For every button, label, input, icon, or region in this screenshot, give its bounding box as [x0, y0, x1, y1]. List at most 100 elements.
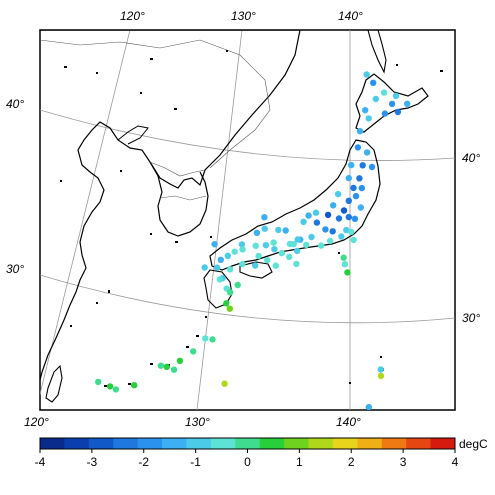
parallel-30 — [40, 274, 455, 324]
station-dot — [318, 242, 325, 249]
station-dot — [234, 281, 241, 289]
station-dot — [365, 115, 372, 122]
station-dot — [370, 79, 377, 87]
colorbar-swatch — [235, 438, 261, 449]
station-dot — [239, 246, 246, 253]
station-dot — [377, 366, 384, 373]
right-label-30: 30° — [462, 311, 480, 325]
station-dot — [261, 225, 268, 232]
station-dot — [354, 144, 362, 151]
station-dot — [227, 289, 234, 296]
station-dot — [322, 226, 329, 233]
colorbar-swatch — [381, 438, 407, 449]
station-dot — [176, 357, 184, 364]
station-dot — [255, 252, 262, 260]
station-dot — [338, 233, 345, 240]
station-dot — [262, 242, 270, 249]
colorbar-swatch — [308, 438, 334, 449]
bottom-label-120: 120° — [24, 415, 49, 429]
station-dot — [112, 386, 120, 393]
station-dot — [213, 264, 221, 271]
colorbar-tick-label: 2 — [348, 455, 355, 469]
station-dot — [252, 242, 259, 249]
station-dot — [345, 197, 352, 204]
station-dot — [300, 218, 307, 225]
station-dot — [352, 192, 360, 200]
china-russia-border — [40, 39, 271, 169]
top-label-130: 130° — [231, 9, 256, 23]
station-dot — [278, 249, 285, 257]
station-dot — [217, 256, 224, 263]
left-label-40: 40° — [6, 97, 24, 111]
station-dot — [95, 378, 102, 386]
station-dot — [392, 92, 400, 100]
hokkaido-coastline — [355, 73, 429, 133]
station-dot — [202, 335, 209, 342]
colorbar-swatch — [259, 438, 285, 449]
station-dot — [272, 262, 279, 269]
station-dot — [330, 202, 337, 209]
station-dot — [275, 226, 282, 234]
station-dot — [201, 264, 208, 271]
station-dot — [324, 211, 332, 219]
station-dot — [344, 269, 351, 276]
station-dot — [326, 237, 334, 245]
colorbar-swatch — [357, 438, 383, 449]
colorbar-swatch — [210, 438, 236, 449]
station-dot — [356, 175, 363, 182]
station-dot — [359, 162, 366, 169]
graticule-labels: 120° 130° 140° 40° 30° 40° 30° 120° 130°… — [6, 9, 480, 429]
colorbar-swatches — [40, 438, 456, 449]
station-dot — [362, 107, 369, 114]
bohai-coastline — [117, 125, 149, 145]
station-dot — [271, 246, 278, 253]
station-dot — [303, 241, 310, 249]
sakhalin-coastline — [367, 30, 387, 74]
station-dot — [224, 252, 231, 259]
station-dot — [294, 236, 301, 243]
station-dot — [363, 149, 371, 156]
station-dot — [190, 348, 197, 355]
station-dot — [363, 71, 370, 78]
station-dot — [380, 89, 388, 96]
station-dot — [270, 239, 277, 246]
station-dot — [377, 372, 385, 380]
station-dot — [253, 229, 261, 236]
colorbar-swatch — [40, 438, 65, 449]
station-dot — [293, 247, 301, 255]
station-dot — [372, 95, 379, 103]
station-dot — [293, 260, 300, 268]
right-label-40: 40° — [462, 151, 480, 165]
colorbar-tick-label: 0 — [244, 455, 251, 469]
station-dot — [226, 305, 233, 312]
station-dot — [308, 233, 315, 241]
station-dot — [334, 190, 342, 198]
station-dot — [264, 256, 271, 264]
shikoku-coastline — [239, 261, 273, 279]
colorbar-swatch — [113, 438, 139, 449]
colorbar: -4 -3 -2 -1 0 1 2 3 4 degC — [35, 437, 488, 469]
colorbar-tick-label: -1 — [190, 455, 201, 469]
station-dot — [340, 254, 347, 261]
colorbar-tick-label: -3 — [87, 455, 98, 469]
colorbar-swatch — [88, 438, 114, 449]
taiwan-coastline — [45, 364, 63, 403]
map-content — [40, 30, 455, 410]
station-dot — [286, 240, 294, 248]
station-dot — [313, 219, 321, 226]
colorbar-swatch — [284, 438, 309, 449]
station-dot — [231, 248, 238, 255]
colorbar-tick-label: 3 — [400, 455, 407, 469]
colorbar-tick-label: 4 — [452, 455, 459, 469]
station-dot — [357, 204, 364, 211]
mainland-coastline — [40, 30, 301, 381]
colorbar-swatch — [406, 438, 431, 449]
station-dot — [358, 184, 365, 192]
station-dot — [351, 215, 359, 222]
bottom-label-130: 130° — [185, 415, 210, 429]
station-dot — [365, 403, 372, 410]
kyushu-coastline — [203, 269, 233, 309]
station-dot — [348, 161, 355, 169]
station-dot — [163, 363, 170, 370]
station-dot — [282, 227, 289, 234]
